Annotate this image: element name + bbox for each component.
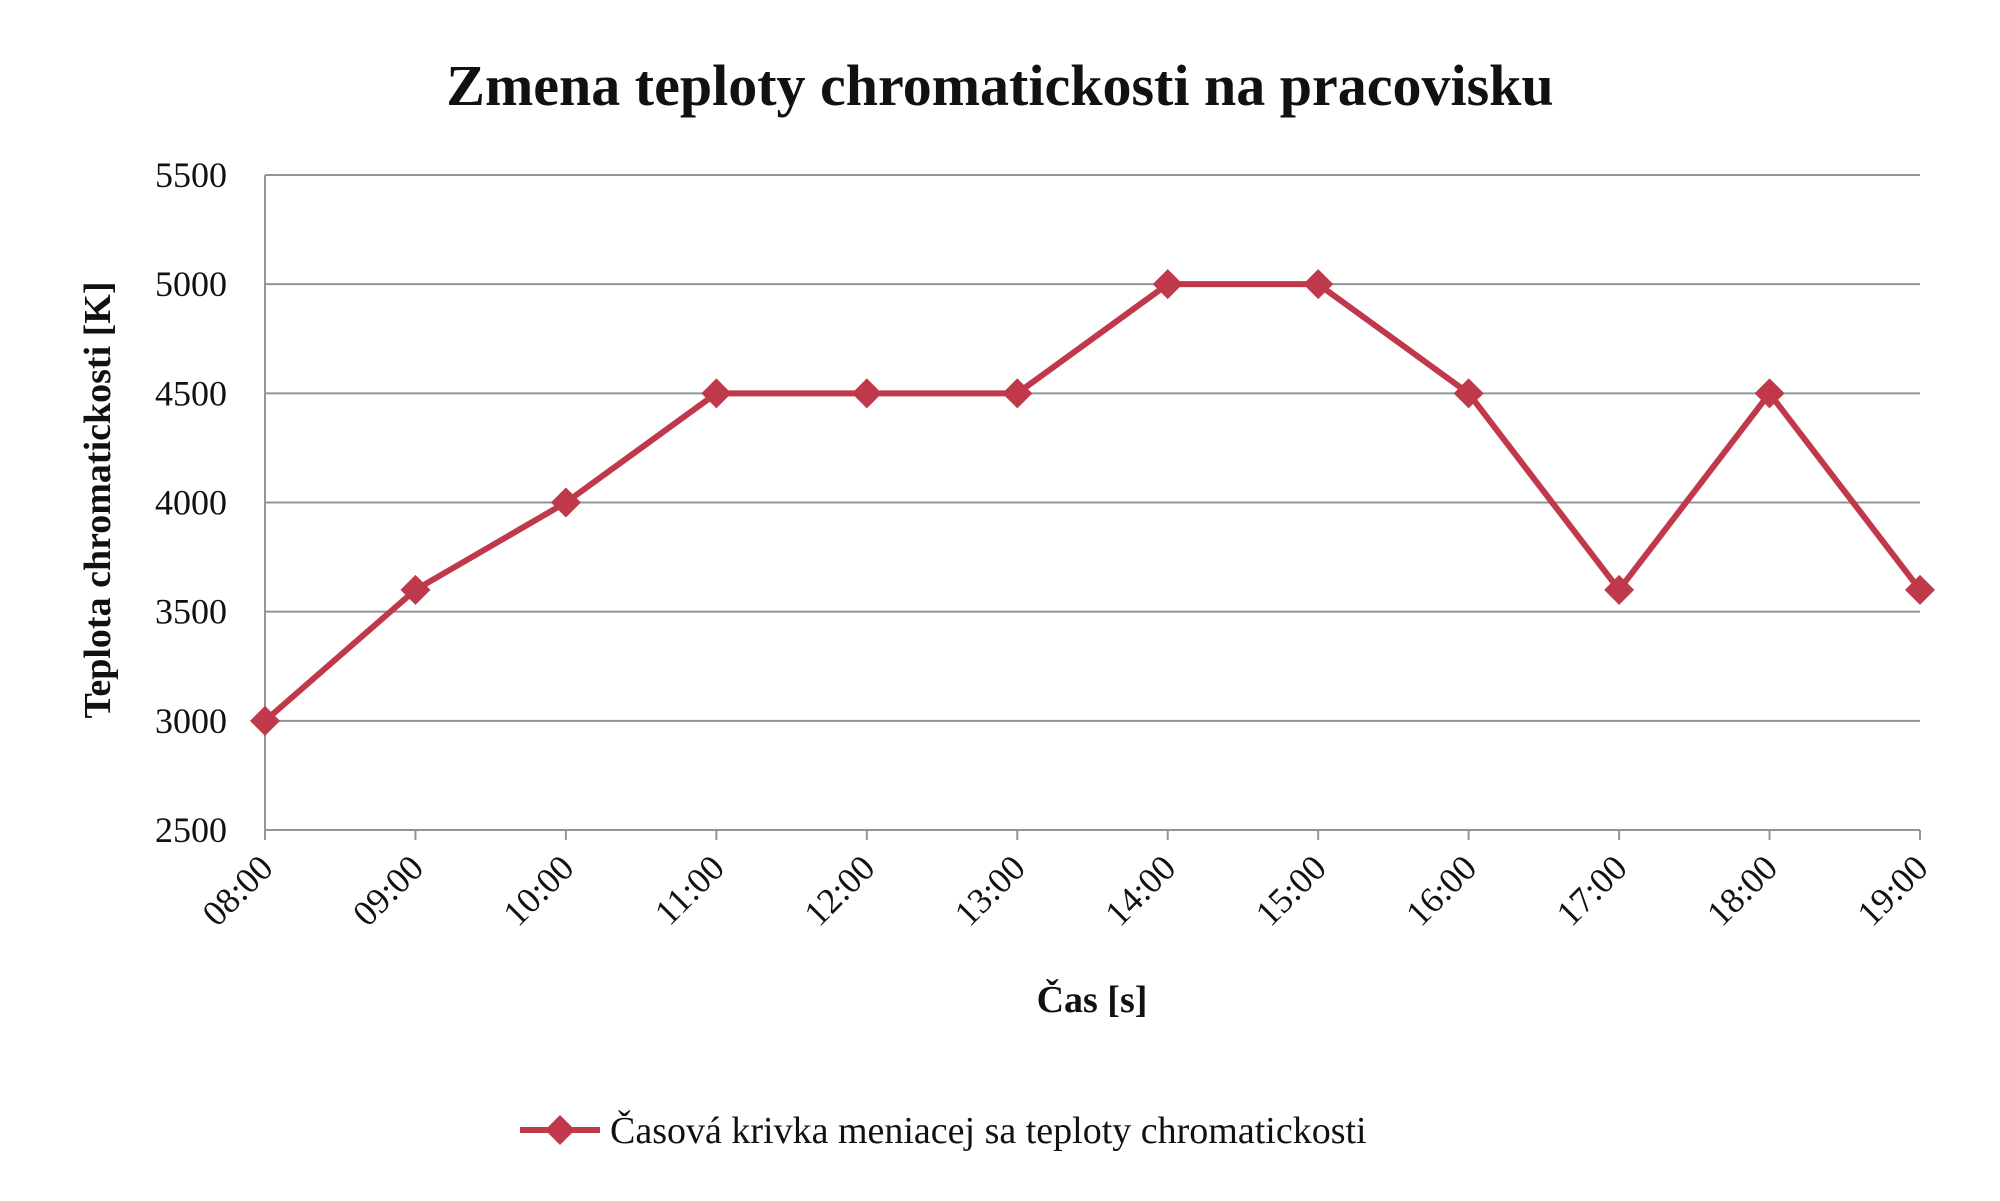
x-tick-label: 12:00 bbox=[796, 847, 882, 933]
chart-title: Zmena teploty chromatickosti na pracovis… bbox=[446, 53, 1553, 118]
y-axis-tick-labels: 2500 3000 3500 4000 4500 5000 5500 bbox=[155, 155, 227, 850]
x-tick-label: 13:00 bbox=[947, 847, 1033, 933]
data-point-marker bbox=[1002, 378, 1033, 409]
y-tick-label: 4000 bbox=[155, 483, 227, 523]
data-point-marker bbox=[851, 378, 882, 409]
x-tick-label: 17:00 bbox=[1548, 847, 1634, 933]
y-tick-label: 4500 bbox=[155, 373, 227, 413]
legend: Časová krivka meniacej sa teploty chroma… bbox=[520, 1110, 1367, 1152]
x-tick-label: 09:00 bbox=[345, 847, 431, 933]
x-axis: 08:00 09:00 10:00 11:00 12:00 13:00 14:00 15:00… bbox=[194, 175, 1936, 934]
y-tick-label: 3500 bbox=[155, 592, 227, 632]
y-tick-label: 2500 bbox=[155, 810, 227, 850]
data-point-marker bbox=[250, 705, 280, 736]
y-tick-label: 3000 bbox=[155, 701, 227, 741]
x-tick-label: 19:00 bbox=[1849, 847, 1935, 933]
x-tick-label: 10:00 bbox=[495, 847, 581, 933]
data-point-marker bbox=[1152, 269, 1183, 300]
y-tick-label: 5000 bbox=[155, 264, 227, 304]
series-line-group bbox=[250, 269, 1935, 736]
data-point-marker bbox=[1303, 269, 1334, 300]
legend-label: Časová krivka meniacej sa teploty chroma… bbox=[610, 1110, 1367, 1152]
y-axis-title: Teplota chromatickosti [K] bbox=[77, 282, 119, 719]
data-point-marker bbox=[701, 378, 732, 409]
legend-diamond-marker bbox=[545, 1115, 575, 1145]
series-line bbox=[263, 281, 1923, 724]
x-tick-label: 16:00 bbox=[1398, 847, 1484, 933]
data-point-marker bbox=[1453, 378, 1484, 409]
grid-lines bbox=[265, 174, 1920, 831]
data-point-marker bbox=[1905, 574, 1935, 605]
x-axis-title: Čas [s] bbox=[1037, 978, 1148, 1021]
x-tick-label: 15:00 bbox=[1248, 847, 1334, 933]
data-point-marker bbox=[1604, 574, 1635, 605]
x-tick-label: 11:00 bbox=[647, 847, 732, 932]
y-tick-label: 5500 bbox=[155, 155, 227, 195]
x-tick-label: 14:00 bbox=[1097, 847, 1183, 933]
data-point-marker bbox=[550, 487, 581, 518]
data-point-marker bbox=[400, 574, 431, 605]
data-point-marker bbox=[1754, 378, 1785, 409]
x-tick-label: 18:00 bbox=[1699, 847, 1785, 933]
x-tick-label: 08:00 bbox=[194, 847, 280, 933]
